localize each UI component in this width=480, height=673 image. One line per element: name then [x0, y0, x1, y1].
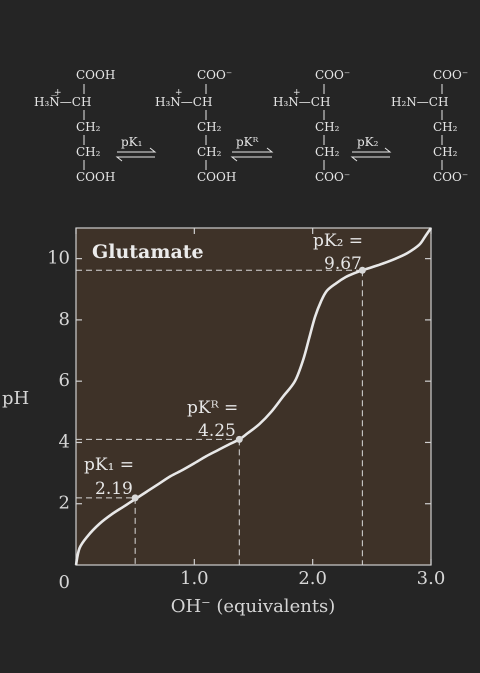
y-tick-label: 10	[47, 248, 70, 269]
structure-3-charge: +	[293, 88, 301, 98]
structure-4-top: COO⁻	[433, 68, 468, 82]
structure-1-top: COOH	[76, 68, 115, 82]
pk2-label: pK₂ =	[313, 231, 363, 251]
structure-3: COO⁻ + H₃N—CH CH₂ CH₂ COO⁻	[273, 68, 350, 184]
pk1-label: pK₁ =	[84, 455, 134, 475]
axis-ticks	[75, 228, 432, 565]
structure-2-r1: CH₂	[197, 120, 222, 134]
structure-1-amino: H₃N̅—CH	[34, 94, 91, 109]
y-tick-label: 2	[59, 493, 70, 514]
x-tick-label: 0	[59, 572, 70, 593]
structure-3-r1: CH₂	[315, 120, 340, 134]
structure-1-r2: CH₂	[76, 145, 101, 159]
structure-2-top: COO⁻	[197, 68, 232, 82]
y-tick-label: 6	[59, 370, 70, 391]
structure-3-amino: H₃N—CH	[273, 95, 330, 109]
pkr-value: 4.25	[198, 421, 236, 441]
equilibrium-1-label: pK₁	[121, 135, 142, 149]
structure-4-r1: CH₂	[433, 120, 458, 134]
pk-point	[131, 494, 139, 502]
structure-2: COO⁻ + H₃N—CH CH₂ CH₂ COOH	[155, 68, 236, 184]
y-tick-label: 4	[59, 431, 70, 452]
structure-2-bottom: COOH	[197, 170, 236, 184]
structure-3-bottom: COO⁻	[315, 170, 350, 184]
x-tick-label: 3.0	[417, 568, 446, 589]
structure-1: COOH + H₃N̅—CH CH₂ CH₂ COOH	[34, 68, 115, 184]
pk-point	[235, 435, 243, 443]
guide-lines	[76, 269, 363, 565]
forward-arrow-icon	[352, 147, 392, 153]
equilibrium-3-label: pK₂	[357, 135, 379, 149]
equilibrium-2-label: pKᴿ	[236, 135, 259, 149]
pk2-value: 9.67	[324, 254, 362, 274]
reverse-arrow-icon	[230, 156, 272, 162]
plot-area	[75, 227, 432, 566]
pkr-label: pKᴿ =	[187, 398, 238, 418]
forward-arrow-icon	[117, 147, 157, 153]
structure-4-r2: CH₂	[433, 145, 458, 159]
structure-4: COO⁻ H₂N—CH CH₂ CH₂ COO⁻	[391, 68, 468, 184]
x-tick-label: 2.0	[298, 568, 327, 589]
equilibrium-3: pK₂	[350, 135, 392, 162]
structure-2-charge: +	[175, 88, 183, 98]
structure-1-charge: +	[54, 88, 62, 98]
structure-1-bottom: COOH	[76, 170, 115, 184]
pk1-value: 2.19	[95, 479, 133, 499]
y-tick-label: 8	[59, 309, 70, 330]
pk-point	[358, 266, 366, 274]
x-tick-label: 1.0	[180, 568, 209, 589]
reverse-arrow-icon	[115, 156, 155, 162]
pk-points	[131, 266, 366, 502]
structure-3-r2: CH₂	[315, 145, 340, 159]
x-axis-label: OH⁻ (equivalents)	[171, 596, 336, 617]
chart-title: Glutamate	[92, 241, 204, 263]
structure-2-amino: H₃N—CH	[155, 95, 212, 109]
structure-1-r1: CH₂	[76, 120, 101, 134]
structure-4-amino: H₂N—CH	[391, 95, 448, 109]
reverse-arrow-icon	[350, 156, 390, 162]
equilibrium-1: pK₁	[115, 135, 157, 162]
structure-2-r2: CH₂	[197, 145, 222, 159]
structure-3-top: COO⁻	[315, 68, 350, 82]
forward-arrow-icon	[232, 147, 274, 153]
y-axis-label: pH	[2, 388, 29, 409]
structure-4-bottom: COO⁻	[433, 170, 468, 184]
equilibrium-2: pKᴿ	[230, 135, 274, 162]
